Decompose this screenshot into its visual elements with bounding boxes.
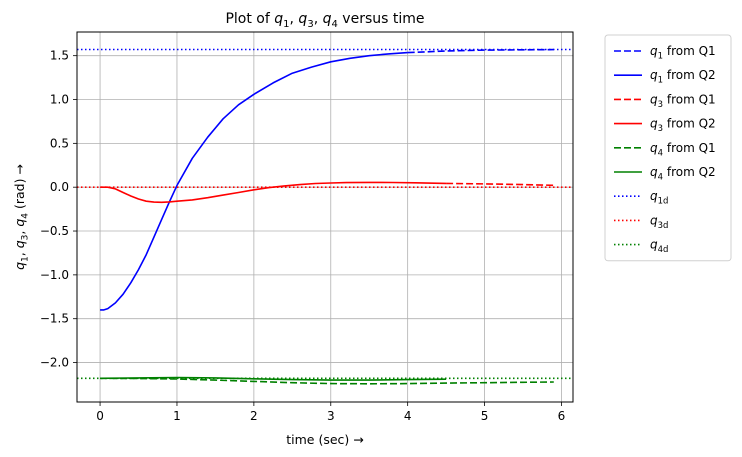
x-tick-label: 4 bbox=[404, 409, 412, 423]
x-tick-label: 6 bbox=[558, 409, 566, 423]
legend-box bbox=[604, 34, 732, 262]
legend-entry-label: q1d bbox=[650, 189, 668, 207]
y-tick-label: −0.5 bbox=[40, 224, 69, 238]
y-tick-label: −2.0 bbox=[40, 356, 69, 370]
legend-entry-label: q1 from Q1 bbox=[650, 44, 716, 62]
y-tick-label: 1.5 bbox=[50, 49, 69, 63]
chart-title: Plot of q1, q3, q4 versus time bbox=[225, 11, 424, 30]
legend-entry-label: q1 from Q2 bbox=[650, 68, 716, 86]
y-tick-label: −1.0 bbox=[40, 268, 69, 282]
y-axis-label: q1, q3, q4 (rad) → bbox=[12, 164, 31, 270]
plot-frame bbox=[76, 31, 574, 403]
y-tick-label: 0.0 bbox=[50, 180, 69, 194]
legend-entry-label: q4 from Q2 bbox=[650, 165, 716, 183]
legend-entry-label: q4 from Q1 bbox=[650, 141, 716, 159]
x-tick-label: 1 bbox=[173, 409, 181, 423]
series-line-q3-from-q1 bbox=[446, 182, 554, 187]
y-tick-label: −1.5 bbox=[40, 312, 69, 326]
legend-entry-label: q4d bbox=[650, 238, 668, 256]
axis-ticks: 0 1 2 3 4 5 6 1.5 1.0 0.5 0.0 −0.5 −1.0 −1.5 −2.0 bbox=[40, 49, 565, 423]
legend-entry-label: q3 from Q2 bbox=[650, 117, 716, 135]
y-tick-label: 0.5 bbox=[50, 136, 69, 150]
x-axis-label: time (sec) → bbox=[286, 432, 364, 447]
legend-entry-label: q3 from Q1 bbox=[650, 92, 716, 110]
x-tick-label: 0 bbox=[96, 409, 104, 423]
series-lines bbox=[77, 48, 573, 385]
x-tick-label: 5 bbox=[481, 409, 489, 423]
x-tick-label: 2 bbox=[250, 409, 258, 423]
legend-entry-label: q3d bbox=[650, 213, 668, 231]
y-tick-label: 1.0 bbox=[50, 93, 69, 107]
series-line-q3-from-q2 bbox=[100, 181, 447, 204]
series-line-q1-from-q2 bbox=[100, 51, 408, 311]
legend: q1 from Q1 q1 from Q2 q3 from Q1 q3 from Q2… bbox=[604, 34, 732, 262]
x-tick-label: 3 bbox=[327, 409, 335, 423]
